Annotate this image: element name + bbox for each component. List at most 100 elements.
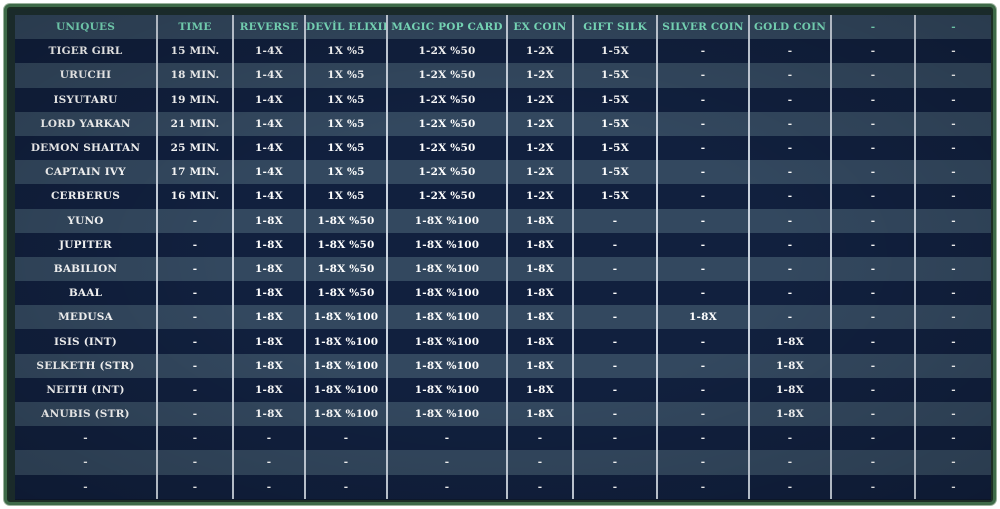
table-cell: 17 MIN. [157, 160, 234, 185]
table-cell: - [233, 426, 306, 451]
table-cell: 1-2X [507, 160, 574, 185]
table-cell: - [749, 87, 832, 112]
unique-name-cell: URUCHI [15, 63, 158, 88]
table-cell: 1-8X %100 [387, 305, 508, 330]
table-cell: - [657, 474, 750, 499]
table-cell: - [573, 474, 658, 499]
table-cell: - [387, 450, 508, 475]
table-row: CERBERUS 16 MIN. 1-4X 1X %5 1-2X %50 1-2X 1-5X… [15, 184, 991, 209]
table-cell: - [157, 281, 234, 306]
table-cell: - [157, 256, 234, 282]
table-cell: 16 MIN. [157, 184, 234, 209]
table-cell: 1-2X %50 [387, 39, 508, 64]
table-cell: - [157, 402, 234, 427]
table-cell: - [749, 474, 832, 499]
header-uniques: UNIQUES [15, 15, 158, 40]
table-cell: - [657, 160, 750, 185]
table-cell: - [915, 87, 991, 112]
table-cell: 1-5X [573, 160, 658, 185]
table-cell: 25 MIN. [157, 135, 234, 161]
table-cell: - [749, 160, 832, 185]
header-time: TIME [157, 15, 234, 40]
table-cell: 1-8X [233, 377, 306, 402]
table-cell: 1-8X %100 [387, 208, 508, 233]
table-cell: 1-4X [233, 111, 306, 136]
table-row: URUCHI 18 MIN. 1-4X 1X %5 1-2X %50 1-2X 1-5X - -… [15, 63, 991, 88]
table-cell: - [831, 305, 916, 330]
table-cell: - [831, 111, 916, 136]
table-cell: - [573, 232, 658, 257]
table-cell: - [749, 111, 832, 136]
table-cell: - [749, 426, 832, 451]
table-cell: - [657, 208, 750, 233]
table-cell: - [915, 426, 991, 451]
table-cell: - [233, 474, 306, 499]
table-cell: 1-8X %100 [305, 353, 388, 378]
table-cell: - [573, 305, 658, 330]
unique-name-cell: - [15, 450, 158, 475]
table-cell: 18 MIN. [157, 63, 234, 88]
table-cell: 1X %5 [305, 111, 388, 136]
table-cell: 1-8X [233, 232, 306, 257]
table-row: ANUBIS (STR) -1-8X 1-8X %100 1-8X %100 1-8X -… [15, 402, 991, 427]
table-cell: - [749, 135, 832, 161]
table-cell: - [831, 184, 916, 209]
table-cell: - [157, 474, 234, 499]
unique-name-cell: JUPITER [15, 232, 158, 257]
unique-name-cell: YUNO [15, 208, 158, 233]
header-gift-silk: GIFT SILK [573, 15, 658, 40]
header-empty-1: - [831, 15, 916, 40]
table-cell: 1-8X %100 [387, 329, 508, 354]
table-cell: 1-2X %50 [387, 160, 508, 185]
table-cell: 1-8X %100 [387, 377, 508, 402]
table-cell: 1-2X [507, 184, 574, 209]
table-cell: - [305, 450, 388, 475]
table-cell: - [657, 426, 750, 451]
table-cell: - [831, 208, 916, 233]
table-cell: 21 MIN. [157, 111, 234, 136]
table-cell: - [831, 135, 916, 161]
table-cell: - [657, 281, 750, 306]
table-cell: - [915, 329, 991, 354]
table-cell: 1-8X %100 [387, 232, 508, 257]
table-row: MEDUSA -1-8X 1-8X %100 1-8X %100 1-8X -1-8X - -… [15, 305, 991, 330]
unique-name-cell: LORD YARKAN [15, 111, 158, 136]
table-cell: 1X %5 [305, 184, 388, 209]
table-row: NEITH (INT) -1-8X 1-8X %100 1-8X %100 1-8X - -… [15, 377, 991, 402]
header-silver-coin: SILVER COIN [657, 15, 750, 40]
table-cell: 1-2X %50 [387, 63, 508, 88]
table-cell: - [749, 256, 832, 282]
unique-name-cell: CAPTAIN IVY [15, 160, 158, 185]
table-cell: - [657, 256, 750, 282]
table-row: ISYUTARU 19 MIN. 1-4X 1X %5 1-2X %50 1-2X 1-5X… [15, 87, 991, 112]
table-cell: - [749, 281, 832, 306]
table-cell: - [831, 450, 916, 475]
table-cell: 1-8X [507, 208, 574, 233]
table-cell: - [657, 232, 750, 257]
table-row: JUPITER -1-8X 1-8X %50 1-8X %100 1-8X - - - - - [15, 232, 991, 257]
table-cell: - [831, 160, 916, 185]
unique-name-cell: BAAL [15, 281, 158, 306]
table-cell: - [573, 329, 658, 354]
table-cell: - [507, 450, 574, 475]
table-cell: 1-8X %50 [305, 281, 388, 306]
table-cell: - [915, 160, 991, 185]
table-cell: - [573, 377, 658, 402]
table-cell: - [657, 87, 750, 112]
unique-name-cell: DEMON SHAITAN [15, 135, 158, 161]
table-cell: 1-8X %100 [305, 329, 388, 354]
table-cell: - [507, 426, 574, 451]
table-cell: - [657, 377, 750, 402]
table-cell: 1-5X [573, 87, 658, 112]
table-cell: 1-2X %50 [387, 135, 508, 161]
unique-name-cell: NEITH (INT) [15, 377, 158, 402]
table-cell: 1-2X %50 [387, 111, 508, 136]
table-cell: - [573, 426, 658, 451]
table-cell: 1-8X [749, 329, 832, 354]
table-row: YUNO -1-8X 1-8X %50 1-8X %100 1-8X - - - - - [15, 208, 991, 233]
table-cell: 15 MIN. [157, 39, 234, 64]
unique-name-cell: ISIS (INT) [15, 329, 158, 354]
table-cell: 1-5X [573, 111, 658, 136]
table-cell: 1-8X [507, 353, 574, 378]
table-cell: 1-8X %50 [305, 208, 388, 233]
